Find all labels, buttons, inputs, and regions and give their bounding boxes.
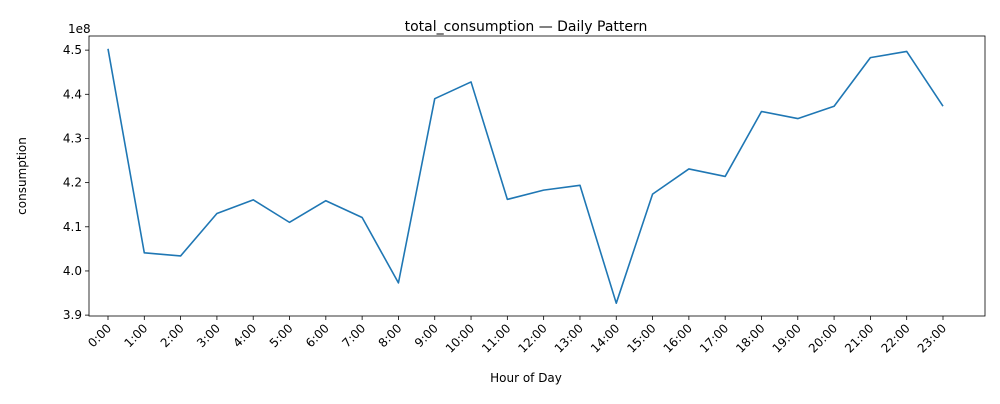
y-tick-label: 4.3 [63,131,82,145]
x-tick-label: 19:00 [770,321,804,355]
y-tick-label: 4.0 [63,264,82,278]
x-tick-label: 20:00 [806,321,840,355]
x-tick-label: 0:00 [85,321,114,350]
x-tick-label: 13:00 [552,321,586,355]
x-tick-label: 10:00 [443,321,477,355]
x-tick-label: 11:00 [479,321,513,355]
x-axis-label: Hour of Day [490,371,562,385]
x-tick-label: 21:00 [842,321,876,355]
x-tick-label: 3:00 [194,321,223,350]
y-tick-label: 4.1 [63,220,82,234]
y-tick-label: 4.5 [63,43,82,57]
x-tick-label: 4:00 [230,321,259,350]
x-tick-label: 14:00 [588,321,622,355]
x-tick-label: 7:00 [339,321,368,350]
x-tick-label: 9:00 [412,321,441,350]
x-tick-label: 17:00 [697,321,731,355]
x-tick-label: 8:00 [376,321,405,350]
y-axis-label: consumption [15,137,29,215]
y-offset-label: 1e8 [68,22,91,36]
y-tick-label: 3.9 [63,308,82,322]
plot-frame [88,35,986,317]
x-tick-label: 23:00 [915,321,949,355]
series-line [107,48,944,304]
y-tick-label: 4.2 [63,176,82,190]
x-tick-label: 5:00 [267,321,296,350]
x-tick-label: 12:00 [515,321,549,355]
x-tick-label: 16:00 [661,321,695,355]
x-tick-label: 1:00 [121,321,150,350]
x-tick-label: 22:00 [878,321,912,355]
plot-area: 3.9 4.0 4.1 4.2 4.3 4.4 4.5 0:00 1:00 2:00 3:00 4:0… [63,35,986,356]
x-tick-label: 2:00 [158,321,187,350]
chart-title: total_consumption — Daily Pattern [405,19,648,35]
y-tick-label: 4.4 [63,87,82,101]
x-tick-label: 15:00 [624,321,658,355]
x-tick-label: 6:00 [303,321,332,350]
x-tick-label: 18:00 [733,321,767,355]
